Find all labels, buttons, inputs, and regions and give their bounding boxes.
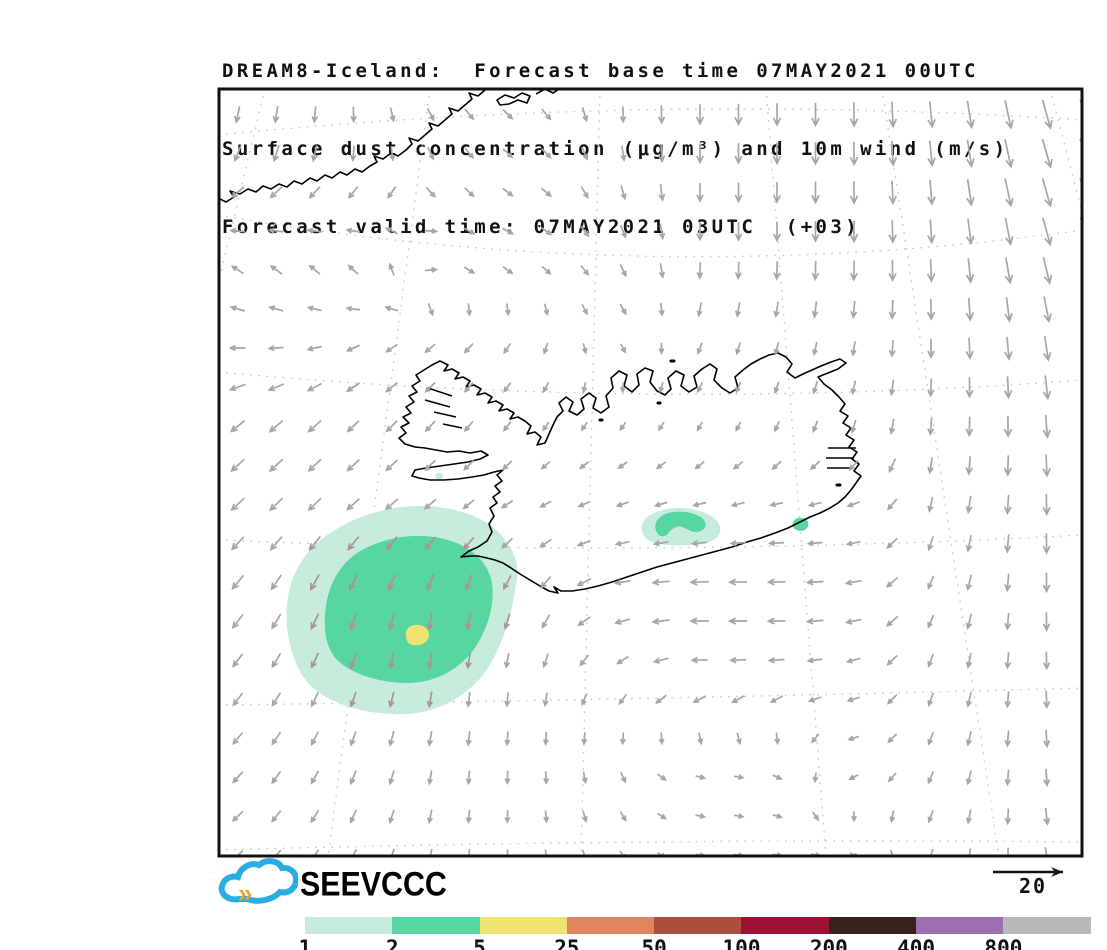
cloud-chevron-icon: » <box>238 878 252 908</box>
colorbar-tick-label: 50 <box>641 936 667 950</box>
wind-scale-arrow-icon <box>993 867 1063 877</box>
logo-text: SEEVCCC <box>300 864 447 904</box>
small-islands <box>598 359 842 487</box>
colorbar-segment <box>392 917 480 934</box>
iceland-coastline <box>398 352 862 594</box>
title-line-1: DREAM8-Iceland: Forecast base time 07MAY… <box>222 60 979 82</box>
colorbar-tick-label: 2 <box>385 936 399 950</box>
coast-dust-dot <box>792 517 809 531</box>
colorbar-segment <box>479 917 567 934</box>
colorbar-segment <box>654 917 742 934</box>
wind-scale-value: 20 <box>1019 874 1048 898</box>
wind-arrow-field <box>228 99 1081 855</box>
dust-plume-inner <box>324 535 493 684</box>
fjord-strokes <box>424 387 856 469</box>
west-dust-speck <box>435 472 444 480</box>
graticule-lines <box>220 90 1081 855</box>
colorbar-segment <box>566 917 655 934</box>
colorbar-tick-label: 400 <box>897 936 936 950</box>
concentration-colorbar <box>305 917 1091 934</box>
seevccc-logo: » SEEVCCC <box>218 858 447 910</box>
colorbar-labels: 1 2 5 25 50 100 200 400 800 <box>0 936 1107 950</box>
colorbar-segment <box>305 917 393 934</box>
colorbar-segment <box>916 917 1004 934</box>
dust-plume-yellow-spot <box>405 624 429 646</box>
colorbar-segment <box>1003 917 1091 934</box>
colorbar-tick-label: 1 <box>298 936 312 950</box>
inland-dust-patch-inner <box>655 511 706 537</box>
greenland-coastline <box>220 90 560 203</box>
colorbar-tick-label: 200 <box>809 936 848 950</box>
title-line-3: Forecast valid time: 07MAY2021 03UTC (+0… <box>222 216 861 238</box>
colorbar-segment <box>828 917 917 934</box>
cloud-icon: » <box>218 858 300 908</box>
colorbar-tick-label: 100 <box>722 936 761 950</box>
map-frame <box>217 87 1084 858</box>
colorbar-tick-label: 5 <box>473 936 486 950</box>
colorbar-tick-label: 25 <box>554 936 580 950</box>
plot-title: DREAM8-Iceland: Forecast base time 07MAY… <box>222 6 1008 292</box>
wind-arrows <box>308 535 512 709</box>
colorbar-segment <box>741 917 829 934</box>
colorbar-tick-label: 800 <box>984 936 1023 950</box>
wind-arrows <box>228 99 1081 855</box>
wind-scale-reference: 20 <box>985 862 1085 902</box>
